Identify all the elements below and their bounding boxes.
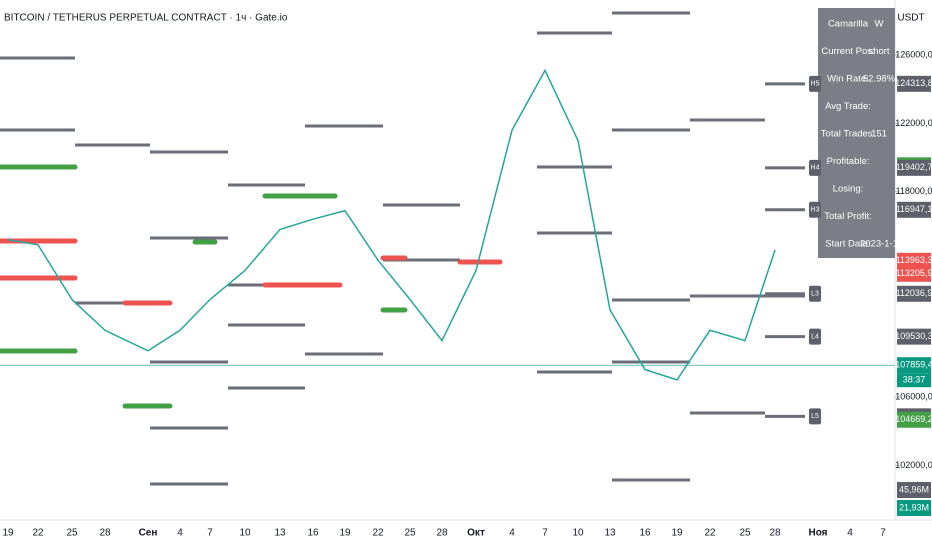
price-tag: [897, 328, 931, 345]
x-tick-label: 28: [436, 528, 448, 539]
level-name: L3: [811, 291, 819, 298]
x-tick-label: 4: [509, 528, 515, 539]
stat-label: Current Pos:: [821, 46, 874, 57]
level-name: L4: [811, 333, 819, 340]
volume-label: 21,93M: [899, 502, 929, 512]
price-tag: [897, 357, 931, 374]
position-segments: [0, 164, 503, 409]
x-tick-label: 16: [639, 528, 651, 539]
price-label: 112036,9: [896, 288, 932, 298]
stat-value: 151: [871, 129, 887, 140]
stat-label: Camarilla: [828, 19, 869, 30]
price-tag: [897, 411, 931, 428]
x-tick-label: 10: [572, 528, 584, 539]
x-tick-label: 22: [32, 528, 44, 539]
stat-label: Total Trades:: [821, 129, 875, 140]
stat-label: Profitable:: [827, 156, 870, 167]
level-name: H5: [811, 81, 820, 88]
price-label: 106000,0: [895, 391, 932, 401]
price-label: 107859,4: [895, 360, 932, 370]
price-label: 113963,3: [896, 255, 932, 265]
countdown-bg: [897, 373, 931, 388]
stats-panel: [818, 8, 895, 258]
volume-tag: [897, 482, 931, 498]
x-tick-label: 4: [847, 528, 853, 539]
price-label: 116947,1: [896, 204, 932, 214]
x-tick-label: 28: [99, 528, 111, 539]
x-tick-label: 19: [671, 528, 683, 539]
level-tag: [809, 159, 821, 176]
x-tick-label: 19: [2, 528, 14, 539]
x-tick-label: Сен: [139, 528, 158, 539]
stat-label: Win Rate:: [827, 74, 869, 85]
x-tick-label: 16: [307, 528, 319, 539]
level-tag: [809, 285, 821, 302]
price-label: 109530,3: [895, 331, 932, 341]
x-tick-label: 4: [177, 528, 183, 539]
price-label: 104669,2: [895, 414, 932, 424]
stat-value: 2023-1-1: [860, 239, 898, 250]
price-tag: [897, 252, 931, 269]
price-tag: [897, 75, 931, 92]
x-tick-label: 10: [239, 528, 251, 539]
price-label: 102000,0: [895, 460, 932, 470]
x-tick-label: 25: [404, 528, 416, 539]
level-tag: [809, 75, 821, 92]
price-label: 113205,9: [896, 268, 932, 278]
price-label: 119402,7: [896, 162, 932, 172]
x-tick-label: 25: [739, 528, 751, 539]
x-tick-label: 13: [604, 528, 616, 539]
x-tick-label: 19: [339, 528, 351, 539]
price-line: [7, 68, 776, 381]
price-label: 126000,0: [895, 49, 932, 59]
price-tag: [897, 265, 931, 282]
level-tag: [809, 201, 821, 218]
stat-value: short: [868, 46, 889, 57]
price-label: 122000,0: [895, 118, 932, 128]
stat-label: Losing:: [833, 184, 864, 195]
x-tick-label: 7: [207, 528, 213, 539]
level-tag: [809, 328, 821, 345]
level-name: H3: [811, 207, 820, 214]
currency: USDT: [897, 13, 924, 24]
stat-label: Start Date:: [825, 239, 870, 250]
x-tick-label: 25: [66, 528, 78, 539]
x-tick-label: Ноя: [808, 528, 827, 539]
level-name: H4: [811, 165, 820, 172]
x-tick-label: 22: [372, 528, 384, 539]
stat-label: Avg Trade:: [825, 101, 871, 112]
x-tick-label: 22: [704, 528, 716, 539]
volume-tag: [897, 500, 931, 516]
level-tag: [809, 408, 821, 425]
x-tick-label: 28: [769, 528, 781, 539]
price-label: 124313,8: [895, 78, 932, 88]
x-tick-label: Окт: [467, 528, 485, 539]
volume-label: 45,96M: [899, 484, 929, 494]
stat-label: Total Profit:: [824, 211, 872, 222]
level-name: L5: [811, 413, 819, 420]
stat-value: W: [875, 19, 884, 30]
x-tick-label: 7: [542, 528, 548, 539]
price-tag: [897, 159, 931, 176]
stat-value: 52.98%: [863, 74, 896, 85]
price-label: 118000,0: [896, 186, 932, 196]
chart-title: BITCOIN / TETHERUS PERPETUAL CONTRACT · …: [4, 13, 288, 24]
x-tick-label: 13: [274, 528, 286, 539]
price-tag: [897, 201, 931, 218]
price-tag: [897, 285, 931, 302]
x-tick-label: 7: [880, 528, 886, 539]
countdown: 38:37: [903, 375, 926, 385]
